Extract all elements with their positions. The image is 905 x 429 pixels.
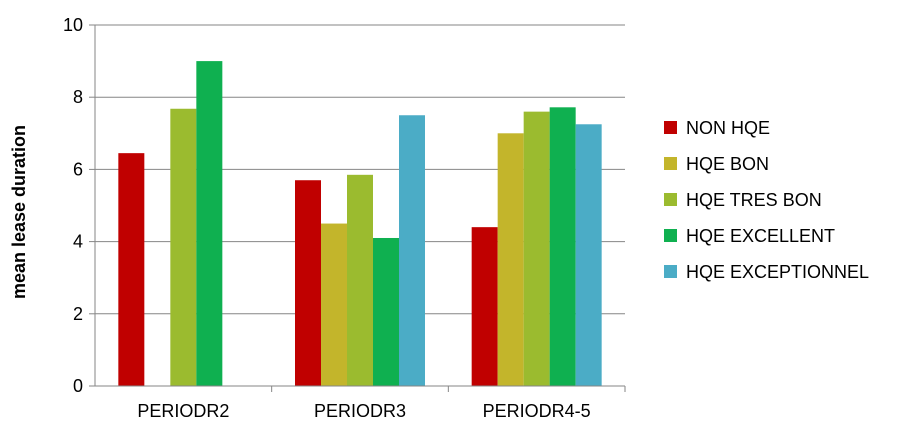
- legend-swatch: [664, 157, 677, 170]
- legend: NON HQE HQE BON HQE TRES BON HQE EXCELLENT H…: [664, 118, 869, 282]
- bar: [118, 153, 145, 386]
- legend-label: NON HQE: [686, 118, 770, 138]
- x-category-label: PERIODR3: [314, 401, 406, 421]
- y-tick-label: 8: [73, 87, 83, 107]
- bar: [321, 223, 347, 386]
- bar: [295, 180, 321, 386]
- legend-label: HQE TRES BON: [686, 190, 822, 210]
- bar: [399, 115, 425, 386]
- bar: [373, 237, 399, 386]
- legend-item: HQE BON: [664, 154, 769, 174]
- bar: [170, 108, 197, 386]
- bar: [497, 133, 524, 386]
- legend-label: HQE EXCEPTIONNEL: [686, 262, 869, 282]
- y-tick-label: 0: [73, 376, 83, 396]
- y-tick-labels: 0 2 4 6 8 10: [63, 15, 83, 396]
- axes: [89, 24, 626, 392]
- bar: [549, 107, 576, 387]
- legend-swatch: [664, 121, 677, 134]
- y-tick-label: 4: [73, 232, 83, 252]
- x-category-label: PERIODR2: [137, 401, 229, 421]
- bar: [575, 124, 602, 387]
- y-tick-label: 10: [63, 15, 83, 35]
- bar: [196, 61, 223, 386]
- y-tick-label: 2: [73, 304, 83, 324]
- legend-swatch: [664, 265, 677, 278]
- legend-item: HQE EXCELLENT: [664, 226, 835, 246]
- legend-item: NON HQE: [664, 118, 770, 138]
- y-tick-label: 6: [73, 159, 83, 179]
- bar: [347, 174, 373, 386]
- legend-item: HQE TRES BON: [664, 190, 822, 210]
- bars: [118, 61, 602, 387]
- legend-label: HQE BON: [686, 154, 769, 174]
- y-axis-title: mean lease duration: [9, 125, 29, 299]
- x-category-labels: PERIODR2 PERIODR3 PERIODR4-5: [137, 401, 590, 421]
- legend-item: HQE EXCEPTIONNEL: [664, 262, 869, 282]
- bar: [471, 227, 498, 386]
- legend-label: HQE EXCELLENT: [686, 226, 835, 246]
- x-category-label: PERIODR4-5: [483, 401, 591, 421]
- legend-swatch: [664, 193, 677, 206]
- bar: [523, 111, 550, 386]
- legend-swatch: [664, 229, 677, 242]
